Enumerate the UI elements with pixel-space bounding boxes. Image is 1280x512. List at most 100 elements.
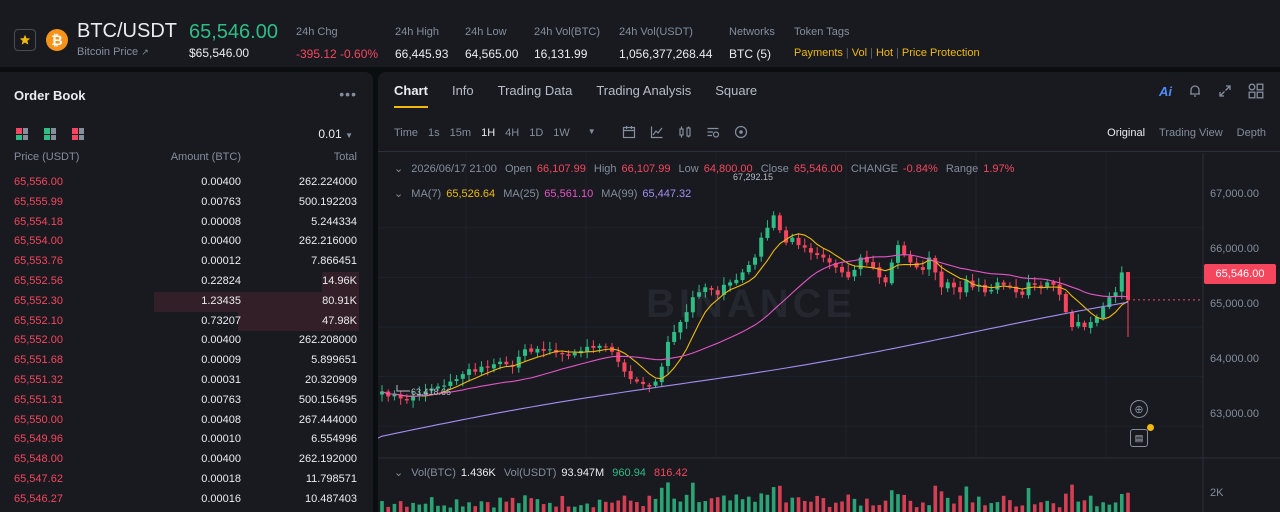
tag-payments[interactable]: Payments xyxy=(794,47,843,59)
book-bids-icon[interactable] xyxy=(44,128,56,140)
tag-hot[interactable]: Hot xyxy=(875,47,894,59)
ask-row[interactable]: 65,552.56 0.22824 14.96K xyxy=(0,271,373,292)
tab-square[interactable]: Square xyxy=(715,83,758,98)
ask-row[interactable]: 65,551.31 0.00763 500.156495 xyxy=(0,391,373,411)
tab-chart[interactable]: Chart xyxy=(394,83,428,98)
coin-info-link[interactable]: Bitcoin Price ↗ xyxy=(77,46,149,58)
stat-24h-high: 24h High 66,445.93 xyxy=(395,26,448,61)
stat-networks: Networks BTC (5) xyxy=(729,26,775,61)
view-original[interactable]: Original xyxy=(1107,127,1146,139)
ask-row[interactable]: 65,549.96 0.00010 6.554996 xyxy=(0,430,373,450)
external-link-icon: ↗ xyxy=(141,47,149,57)
ask-total: 262.208000 xyxy=(298,334,357,347)
volume-bar xyxy=(1101,502,1105,512)
bell-icon[interactable] xyxy=(1188,84,1202,98)
ask-row[interactable]: 65,551.68 0.00009 5.899651 xyxy=(0,351,373,371)
ask-row[interactable]: 65,552.10 0.73207 47.98K xyxy=(0,311,373,332)
precision-select[interactable]: 0.01 ▼ xyxy=(318,127,353,141)
collapse-chevron-icon[interactable]: ⌄ xyxy=(394,467,404,479)
layout-grid-icon[interactable] xyxy=(1248,83,1264,99)
tf-more-chevron-icon[interactable]: ▼ xyxy=(587,127,596,136)
ask-row[interactable]: 65,551.32 0.00031 20.320909 xyxy=(0,371,373,391)
timeframe-selector: Time 1s 15m 1H 4H 1D 1W ▼ xyxy=(394,127,596,139)
tf-4h[interactable]: 4H xyxy=(505,127,520,139)
tf-1d[interactable]: 1D xyxy=(529,127,544,139)
chevron-down-icon: ▼ xyxy=(345,131,353,140)
volume-bar xyxy=(535,499,540,512)
ask-row[interactable]: 65,552.30 1.23435 80.91K xyxy=(0,291,373,312)
candle-body xyxy=(939,271,944,288)
tf-1s[interactable]: 1s xyxy=(428,127,440,139)
tf-time[interactable]: Time xyxy=(394,127,419,139)
ask-row[interactable]: 65,547.62 0.00018 11.798571 xyxy=(0,470,373,490)
ask-total: 262.216000 xyxy=(298,235,357,248)
ask-amount: 0.00763 xyxy=(201,393,241,406)
candle-body xyxy=(777,215,782,231)
candle-body xyxy=(522,349,527,356)
candle-body xyxy=(759,237,764,257)
target-icon[interactable] xyxy=(734,125,748,139)
candle-body xyxy=(467,369,472,375)
chart-settings-icon[interactable] xyxy=(706,125,720,139)
ask-total: 10.487403 xyxy=(305,492,357,505)
candlestick-chart[interactable] xyxy=(378,153,1280,512)
candle-body xyxy=(995,282,1000,290)
volume-bar xyxy=(678,501,683,512)
tag-price-protection[interactable]: Price Protection xyxy=(901,47,980,59)
ask-total: 14.96K xyxy=(322,274,357,287)
volume-bar xyxy=(703,501,708,512)
tab-info[interactable]: Info xyxy=(451,83,474,98)
favorite-button[interactable] xyxy=(14,29,36,51)
more-options-button[interactable]: ••• xyxy=(339,86,357,102)
volume-bar xyxy=(784,502,788,512)
candle-body xyxy=(790,237,795,242)
ask-row[interactable]: 65,546.27 0.00016 10.487403 xyxy=(0,490,373,510)
volume-bar xyxy=(604,501,608,512)
volume-bar xyxy=(566,506,571,512)
candle-body xyxy=(659,366,664,383)
volume-bar xyxy=(921,502,925,512)
collapse-chevron-icon[interactable]: ⌄ xyxy=(394,188,404,200)
book-asks-icon[interactable] xyxy=(72,128,84,140)
ask-price: 65,553.76 xyxy=(14,255,63,268)
ask-rows: 65,556.00 0.00400 262.224000 65,555.99 0.007… xyxy=(0,173,373,510)
ohlc-close: 65,546.00 xyxy=(793,163,843,175)
volume-bar xyxy=(461,506,465,512)
tf-15m[interactable]: 15m xyxy=(449,127,472,139)
candle-type-icon[interactable] xyxy=(678,125,692,139)
collapse-chevron-icon[interactable]: ⌄ xyxy=(394,163,404,175)
calendar-icon[interactable] xyxy=(622,125,636,139)
ask-row[interactable]: 65,554.18 0.00008 5.244334 xyxy=(0,213,373,233)
ask-row[interactable]: 65,556.00 0.00400 262.224000 xyxy=(0,173,373,193)
tab-trading-analysis[interactable]: Trading Analysis xyxy=(596,83,692,98)
volume-bar xyxy=(616,500,621,512)
ask-row[interactable]: 65,550.00 0.00408 267.444000 xyxy=(0,411,373,431)
ask-row[interactable]: 65,553.76 0.00012 7.866451 xyxy=(0,252,373,272)
ask-row[interactable]: 65,554.00 0.00400 262.216000 xyxy=(0,232,373,252)
ai-button[interactable]: Ai xyxy=(1159,83,1172,99)
tab-trading-data[interactable]: Trading Data xyxy=(497,83,573,98)
candle-body xyxy=(765,227,770,239)
expand-icon[interactable] xyxy=(1218,84,1232,98)
notes-button[interactable]: ▤ xyxy=(1130,429,1148,447)
book-both-icon[interactable] xyxy=(16,128,28,140)
view-trading-view[interactable]: Trading View xyxy=(1159,127,1223,139)
ask-row[interactable]: 65,552.00 0.00400 262.208000 xyxy=(0,331,373,351)
ask-row[interactable]: 65,548.00 0.00400 262.192000 xyxy=(0,450,373,470)
volume-bar xyxy=(778,485,782,512)
ma7-value: 65,526.64 xyxy=(446,188,496,200)
globe-button[interactable]: ⊕ xyxy=(1130,400,1148,418)
pair-title[interactable]: BTC/USDT xyxy=(77,20,177,42)
candle-body xyxy=(821,254,826,258)
view-depth[interactable]: Depth xyxy=(1236,127,1266,139)
tag-vol[interactable]: Vol xyxy=(851,47,868,59)
ask-price: 65,546.27 xyxy=(14,492,63,505)
volume-bar xyxy=(597,499,602,512)
candle-body xyxy=(927,257,932,270)
tf-1h[interactable]: 1H xyxy=(481,127,496,139)
volume-bar xyxy=(852,498,857,512)
indicator-icon[interactable] xyxy=(650,125,664,139)
tf-1w[interactable]: 1W xyxy=(553,127,570,139)
ask-row[interactable]: 65,555.99 0.00763 500.192203 xyxy=(0,193,373,213)
candle-body xyxy=(902,245,907,256)
